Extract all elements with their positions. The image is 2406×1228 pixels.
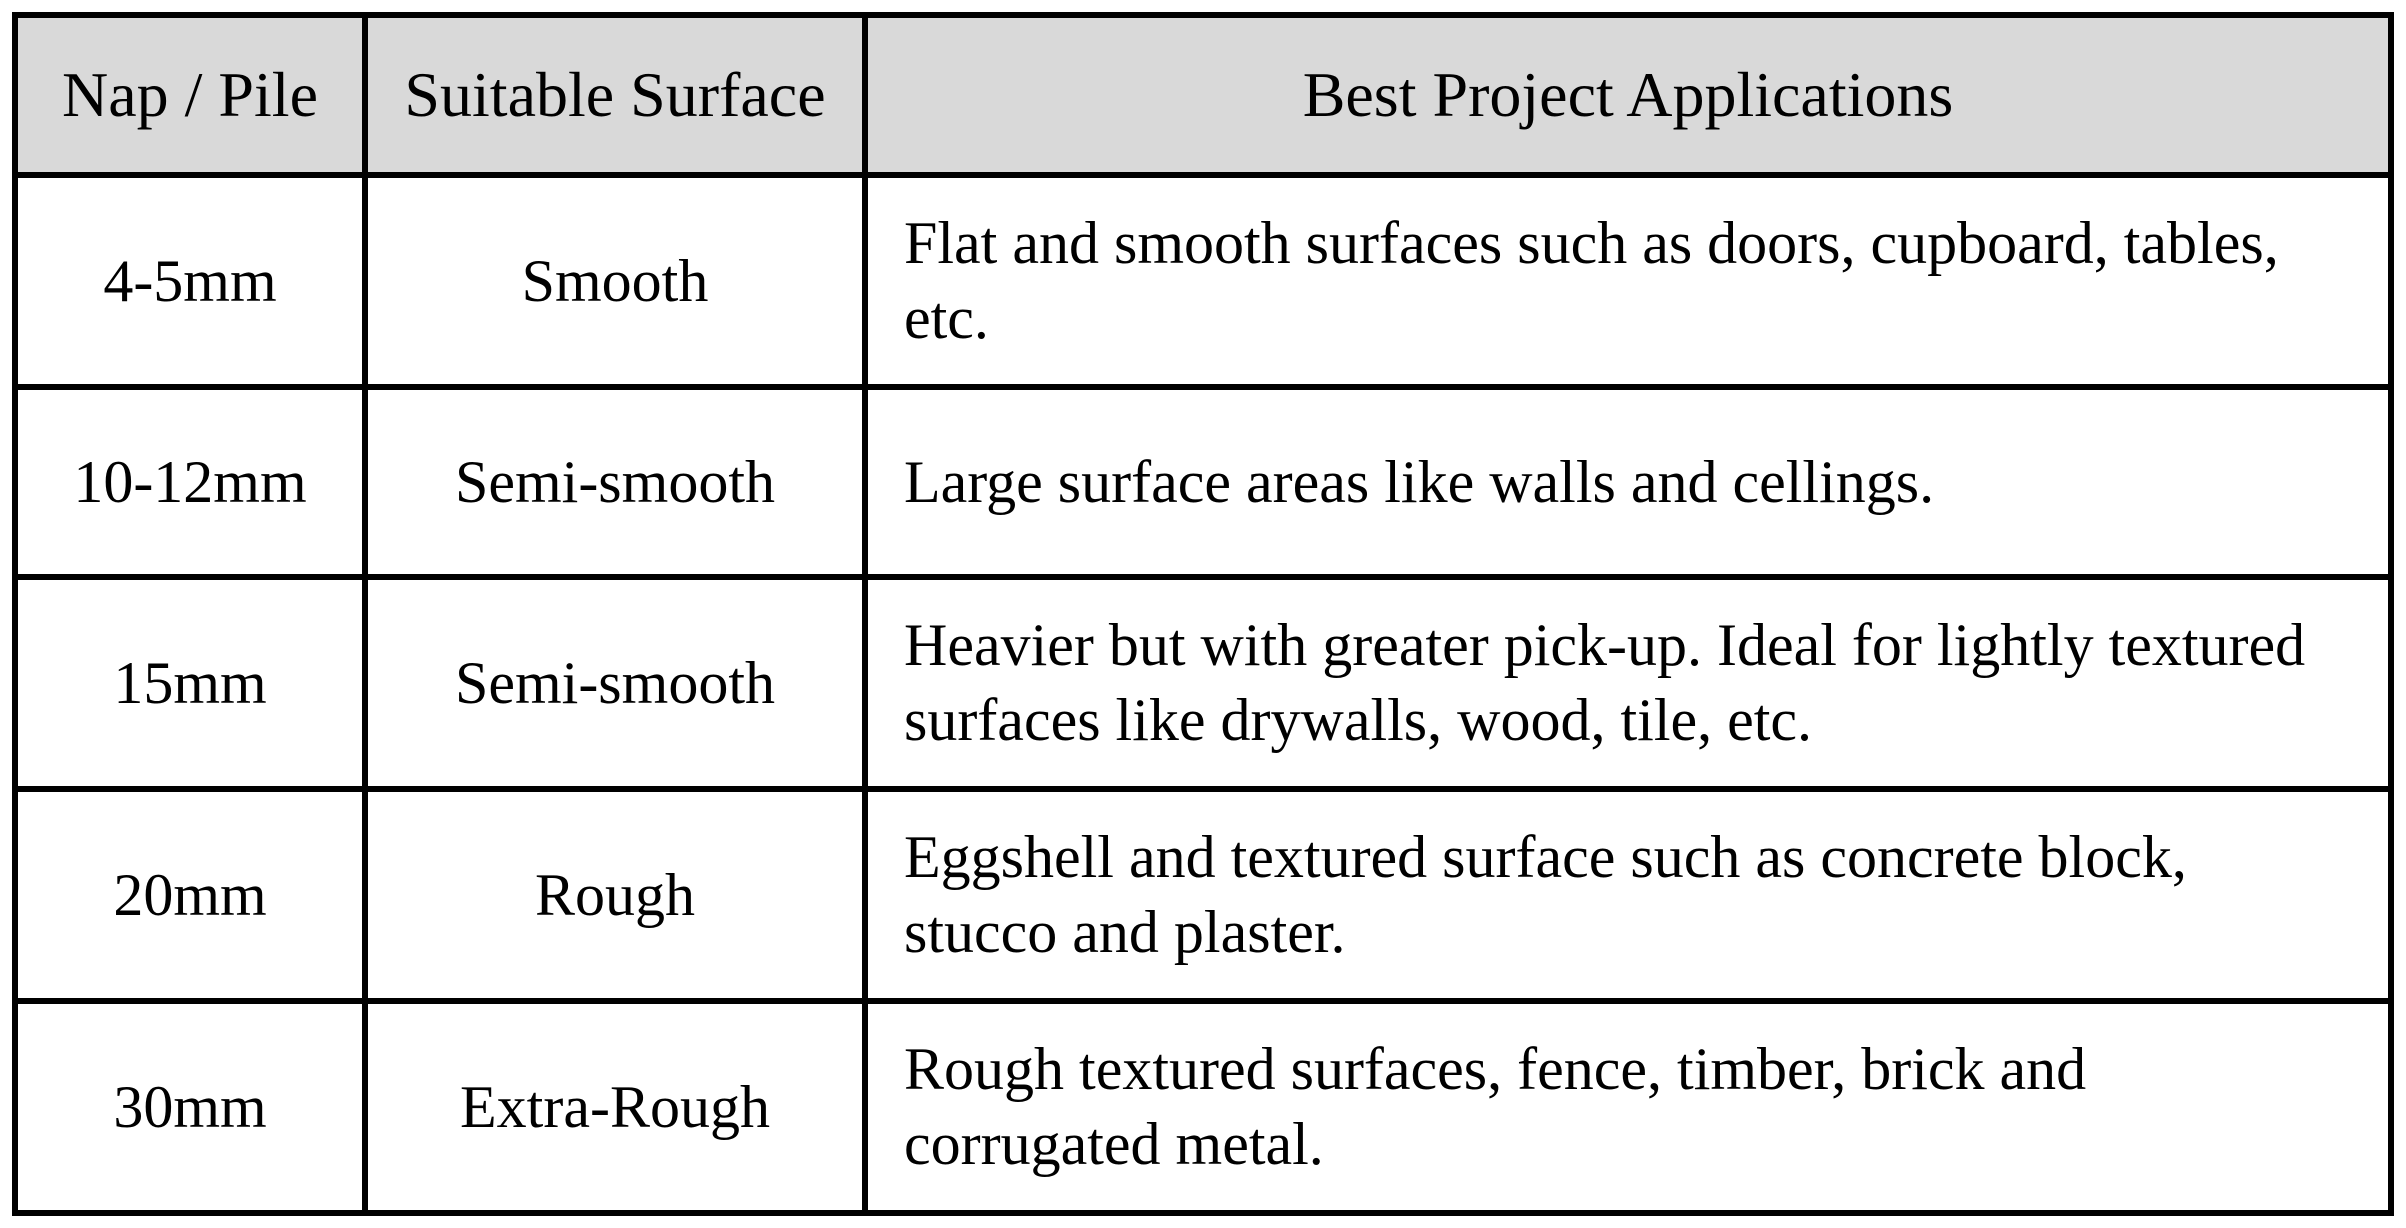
cell-app: Large surface areas like walls and celli… bbox=[865, 387, 2391, 577]
cell-surface: Rough bbox=[365, 789, 865, 1001]
table-row: 10-12mm Semi-smooth Large surface areas … bbox=[15, 387, 2391, 577]
cell-nap: 4-5mm bbox=[15, 175, 365, 387]
col-header-app: Best Project Applications bbox=[865, 15, 2391, 175]
cell-nap: 10-12mm bbox=[15, 387, 365, 577]
cell-app: Heavier but with greater pick-up. Ideal … bbox=[865, 577, 2391, 789]
cell-nap: 20mm bbox=[15, 789, 365, 1001]
cell-nap: 30mm bbox=[15, 1001, 365, 1213]
cell-app: Eggshell and textured surface such as co… bbox=[865, 789, 2391, 1001]
table-row: 15mm Semi-smooth Heavier but with greate… bbox=[15, 577, 2391, 789]
cell-surface: Smooth bbox=[365, 175, 865, 387]
table-row: 4-5mm Smooth Flat and smooth surfaces su… bbox=[15, 175, 2391, 387]
table-row: 20mm Rough Eggshell and textured surface… bbox=[15, 789, 2391, 1001]
cell-surface: Semi-smooth bbox=[365, 387, 865, 577]
col-header-surface: Suitable Surface bbox=[365, 15, 865, 175]
cell-surface: Extra-Rough bbox=[365, 1001, 865, 1213]
cell-app: Rough textured surfaces, fence, timber, … bbox=[865, 1001, 2391, 1213]
table-header-row: Nap / Pile Suitable Surface Best Project… bbox=[15, 15, 2391, 175]
table-row: 30mm Extra-Rough Rough textured surfaces… bbox=[15, 1001, 2391, 1213]
col-header-nap: Nap / Pile bbox=[15, 15, 365, 175]
cell-surface: Semi-smooth bbox=[365, 577, 865, 789]
nap-pile-table: Nap / Pile Suitable Surface Best Project… bbox=[12, 12, 2394, 1216]
cell-nap: 15mm bbox=[15, 577, 365, 789]
cell-app: Flat and smooth surfaces such as doors, … bbox=[865, 175, 2391, 387]
